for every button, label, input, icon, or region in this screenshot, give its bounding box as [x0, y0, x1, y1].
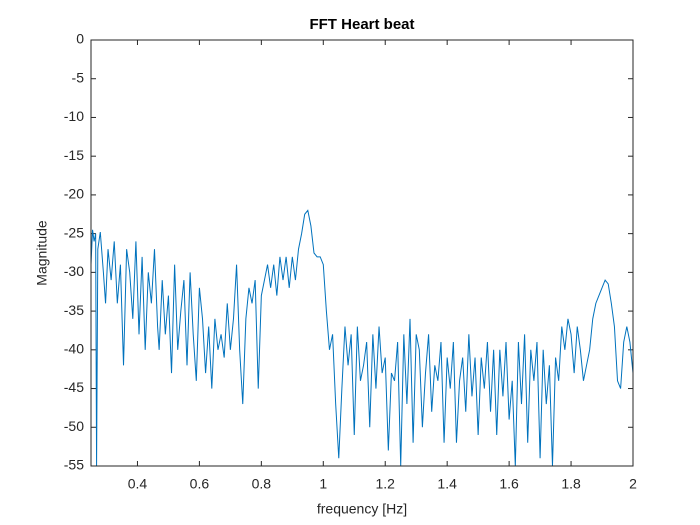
x-tick-label: 1.2 — [375, 476, 395, 492]
x-tick-label: 1.6 — [499, 476, 519, 492]
y-axis-label: Magnitude — [34, 220, 50, 286]
y-tick-label: -20 — [64, 186, 84, 202]
y-tick-label: -40 — [64, 341, 84, 357]
x-tick-label: 1 — [319, 476, 327, 492]
y-tick-label: -35 — [64, 302, 84, 318]
y-tick-label: -15 — [64, 147, 84, 163]
y-tick-label: 0 — [76, 31, 84, 47]
axes-box — [90, 39, 634, 467]
x-axis-label: frequency [Hz] — [317, 501, 407, 517]
data-line — [90, 209, 634, 467]
chart-title: FFT Heart beat — [309, 16, 414, 33]
y-tick-label: -5 — [72, 69, 85, 85]
y-tick-label: -30 — [64, 263, 84, 279]
x-tick-label: 0.6 — [190, 476, 210, 492]
x-tick-label: 0.8 — [252, 476, 272, 492]
y-tick-label: -50 — [64, 418, 84, 434]
x-tick-label: 1.4 — [437, 476, 457, 492]
x-tick-label: 2 — [629, 476, 637, 492]
y-tick-label: -10 — [64, 108, 84, 124]
y-tick-label: -45 — [64, 379, 84, 395]
y-tick-label: -25 — [64, 224, 84, 240]
x-tick-label: 1.8 — [561, 476, 581, 492]
y-tick-label: -55 — [64, 457, 84, 473]
x-tick-label: 0.4 — [128, 476, 148, 492]
